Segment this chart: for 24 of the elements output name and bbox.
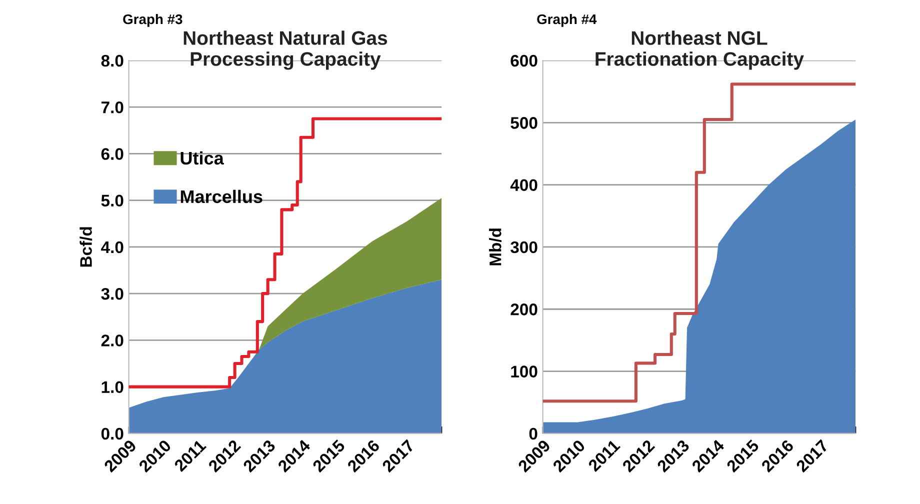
chart-title: Northeast NGL Fractionation Capacity [596, 30, 804, 70]
legend-label: Marcellus [180, 190, 262, 204]
chart-title: Northeast Natural Gas Processing Capacity [184, 30, 388, 70]
text: Graph #3 [123, 14, 182, 27]
y-tick-label: 5.0 [101, 194, 124, 207]
y-tick-label: 8.0 [101, 54, 124, 67]
y-tick-label: 300 [510, 241, 538, 254]
legend-label: Utica [180, 151, 224, 165]
y-tick-label: 4.0 [101, 241, 124, 254]
text: Graph #4 [537, 14, 597, 27]
y-tick-label: 3.0 [101, 288, 124, 300]
y-tick-label: 600 [510, 54, 538, 67]
y-axis-title: Mb/d [489, 228, 502, 266]
y-tick-label: 100 [511, 366, 538, 378]
y-tick-label: 500 [510, 117, 538, 129]
y-tick-label: 1.0 [102, 381, 124, 394]
y-tick-label: 7.0 [101, 102, 124, 114]
y-tick-label: 200 [510, 304, 538, 316]
y-tick-label: 6.0 [101, 148, 124, 160]
y-tick-label: 0 [529, 428, 538, 440]
y-tick-label: 400 [510, 179, 538, 192]
y-axis-title: Bcf/d [80, 227, 92, 267]
y-tick-label: 0.0 [101, 428, 124, 440]
y-tick-label: 2.0 [101, 334, 124, 346]
